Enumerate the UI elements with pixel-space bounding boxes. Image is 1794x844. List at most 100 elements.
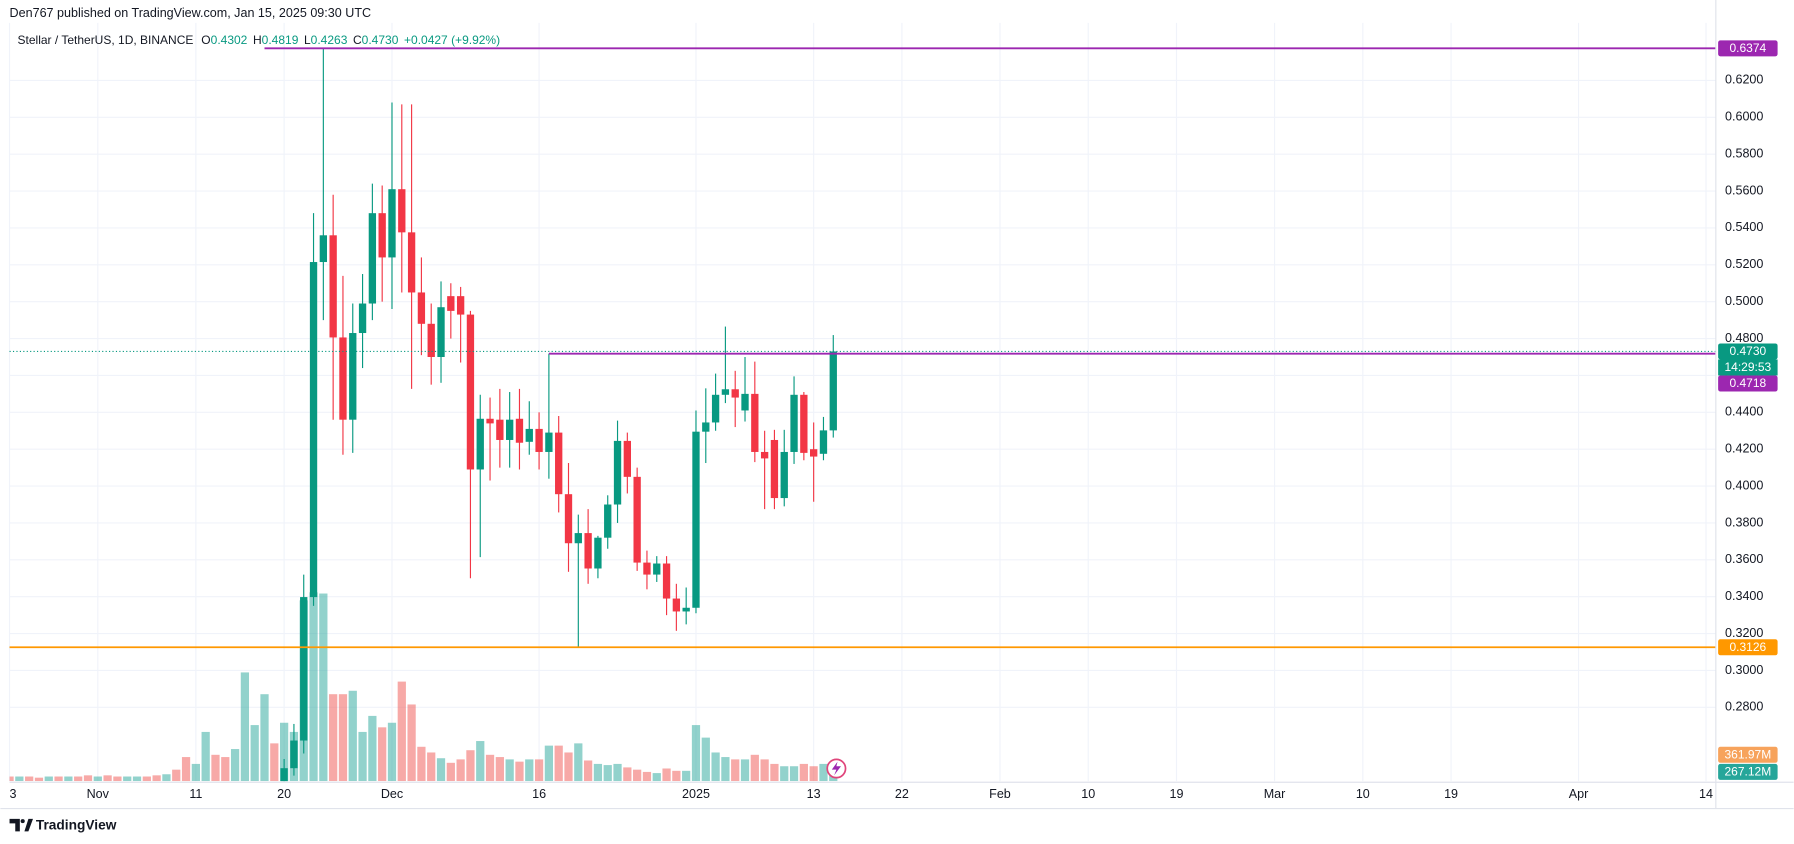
- y-tick-label: 0.3200: [1725, 626, 1763, 640]
- y-tick-label: 0.2800: [1725, 700, 1763, 714]
- volume-ma-label: 361.97M: [1725, 747, 1772, 761]
- x-tick-label: Dec: [381, 787, 403, 801]
- volume-bar: [544, 745, 554, 782]
- volume-bar: [466, 750, 475, 782]
- volume-bar: [662, 768, 671, 782]
- volume-bar: [132, 776, 142, 782]
- y-tick-label: 0.6000: [1725, 110, 1763, 124]
- candle-body: [319, 235, 328, 263]
- candle-body: [741, 393, 749, 411]
- candle-body: [388, 189, 396, 258]
- candles: [280, 48, 837, 782]
- volume-bar: [15, 776, 24, 782]
- volume-bar: [191, 763, 200, 782]
- volume-bar: [446, 762, 455, 782]
- volume-bar: [554, 745, 563, 782]
- y-tick-label: 0.3400: [1725, 589, 1763, 603]
- volume-bar: [721, 757, 730, 782]
- volume-bar: [9, 776, 14, 782]
- volume-bar: [162, 774, 171, 782]
- candle-body: [427, 323, 435, 357]
- candle-body: [280, 768, 288, 782]
- x-tick-label: 22: [895, 787, 909, 801]
- volume-bar: [691, 725, 701, 782]
- candle-body: [594, 537, 602, 569]
- volume-bar: [740, 759, 750, 782]
- volume-ma-label-box: [1718, 746, 1778, 763]
- volume-bar: [436, 758, 446, 782]
- candle-body: [417, 292, 426, 324]
- x-tick-label: 3: [9, 787, 16, 801]
- candle-body: [682, 607, 690, 612]
- candle-body: [329, 235, 337, 338]
- candle-body: [368, 213, 377, 304]
- candle-body: [751, 393, 759, 452]
- volume-bar: [652, 773, 661, 782]
- volume-bar: [260, 694, 269, 782]
- candle-body: [398, 189, 406, 233]
- y-tick-label: 0.3600: [1725, 552, 1763, 566]
- x-tick-label: 14: [1699, 787, 1713, 801]
- volume-bar: [701, 737, 710, 782]
- candle-body: [653, 563, 661, 575]
- volume-bar: [525, 759, 534, 782]
- candle-body: [780, 451, 788, 499]
- y-tick-label: 0.6200: [1725, 73, 1763, 87]
- candle-body: [584, 533, 592, 569]
- volume-bar: [123, 776, 132, 782]
- candle-body: [613, 440, 622, 505]
- candle-body: [819, 430, 828, 454]
- volume-bar: [221, 757, 230, 782]
- countdown-box: [1718, 359, 1778, 376]
- volume-bar: [505, 759, 514, 782]
- legend-close: 0.4730: [362, 33, 399, 47]
- y-tick-label: 0.3800: [1725, 515, 1763, 529]
- price-line-label: 0.6374: [1730, 41, 1767, 55]
- candle-body: [506, 419, 514, 440]
- volume-bar: [633, 769, 642, 782]
- candle-body: [564, 494, 573, 544]
- volume-bar: [338, 694, 348, 782]
- candle-body: [407, 232, 416, 293]
- x-tick-label: 19: [1170, 787, 1184, 801]
- y-tick-label: 0.4400: [1725, 405, 1763, 419]
- volume-bar: [44, 776, 53, 782]
- volume-bar: [368, 715, 377, 782]
- volume-bar: [770, 763, 779, 782]
- last-price-label: 0.4730: [1730, 344, 1767, 358]
- x-tick-label: 2025: [682, 787, 710, 801]
- volume-bar: [378, 727, 387, 782]
- y-tick-label: 0.5200: [1725, 257, 1763, 271]
- volume-bar: [250, 725, 259, 782]
- candle-body: [809, 449, 818, 457]
- x-tick-label: Nov: [87, 787, 110, 801]
- legend-close-key: C: [353, 33, 362, 47]
- candle-body: [731, 389, 739, 398]
- x-tick-label: Mar: [1264, 787, 1286, 801]
- x-tick-label: 19: [1444, 787, 1458, 801]
- candle-body: [829, 351, 837, 431]
- candle-body: [486, 418, 494, 424]
- volume-bar: [64, 776, 73, 782]
- volume-bar: [760, 759, 769, 782]
- candle-body: [309, 262, 318, 598]
- candle-body: [496, 419, 504, 440]
- candle-body: [555, 432, 563, 495]
- y-tick-label: 0.3000: [1725, 663, 1763, 677]
- candle-body: [721, 389, 730, 395]
- x-tick-label: 11: [189, 787, 202, 801]
- volume-bar: [348, 690, 357, 782]
- x-tick-label: 13: [807, 787, 821, 801]
- volume-bar: [142, 776, 151, 782]
- footer-logo: [9, 818, 33, 832]
- volume-bar: [731, 759, 740, 782]
- price-line-label: 0.4718: [1730, 376, 1767, 390]
- volume-bar: [387, 722, 397, 782]
- x-tick-label: 10: [1356, 787, 1370, 801]
- volume-bar: [230, 749, 240, 782]
- volume-bar: [799, 763, 808, 782]
- candle-body: [466, 314, 475, 470]
